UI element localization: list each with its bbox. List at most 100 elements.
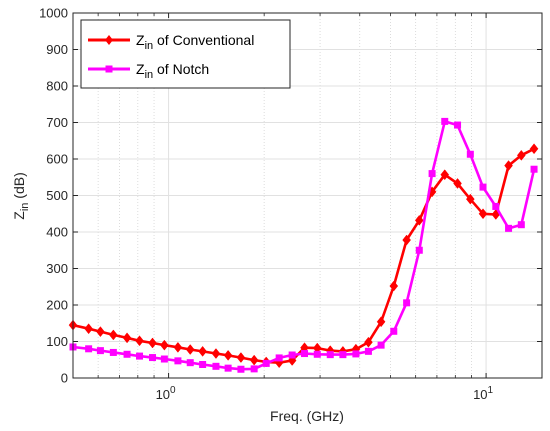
y-tick-label: 800 bbox=[46, 79, 68, 94]
data-point bbox=[414, 214, 424, 226]
legend-label-conventional-sub: in bbox=[145, 40, 154, 52]
data-point bbox=[224, 364, 232, 372]
data-point bbox=[364, 347, 372, 355]
data-point bbox=[135, 335, 144, 347]
data-point bbox=[377, 341, 385, 349]
data-point bbox=[390, 327, 398, 335]
x-tick-label: 100 bbox=[156, 385, 176, 402]
data-point bbox=[199, 360, 207, 368]
data-point bbox=[415, 246, 423, 254]
data-point bbox=[250, 365, 258, 373]
y-axis-label-unit: (dB) bbox=[11, 172, 27, 202]
data-point bbox=[505, 224, 513, 232]
data-point bbox=[492, 202, 500, 210]
data-point bbox=[530, 165, 538, 173]
data-point bbox=[148, 337, 157, 349]
data-point bbox=[339, 351, 347, 359]
y-tick-label: 700 bbox=[46, 115, 68, 130]
data-point bbox=[123, 350, 131, 358]
data-point bbox=[479, 183, 487, 191]
data-point bbox=[478, 208, 488, 220]
data-point bbox=[236, 352, 246, 363]
y-tick-label: 1000 bbox=[39, 6, 68, 21]
data-point bbox=[262, 359, 270, 367]
y-tick-label: 400 bbox=[46, 225, 68, 240]
data-point bbox=[466, 193, 475, 205]
data-point bbox=[466, 150, 474, 158]
data-point bbox=[96, 326, 105, 338]
data-point bbox=[160, 355, 168, 363]
y-tick-label: 300 bbox=[46, 261, 68, 276]
data-point bbox=[173, 341, 183, 353]
data-point bbox=[122, 332, 132, 344]
y-tick-label: 600 bbox=[46, 152, 68, 167]
data-point bbox=[211, 348, 221, 359]
legend-marker-notch bbox=[105, 65, 113, 73]
legend-box bbox=[80, 19, 291, 89]
major-grid bbox=[73, 13, 542, 378]
x-axis-label: Freq. (GHz) bbox=[270, 408, 344, 424]
data-point bbox=[441, 117, 449, 125]
data-point bbox=[389, 280, 399, 292]
data-point bbox=[136, 352, 144, 360]
data-point bbox=[237, 365, 245, 373]
y-tick-label: 500 bbox=[46, 188, 68, 203]
y-tick-label: 200 bbox=[46, 298, 68, 313]
legend: Zin of Conventional Zin of Notch bbox=[80, 19, 291, 89]
data-point bbox=[212, 362, 220, 370]
data-point bbox=[160, 339, 169, 351]
data-point bbox=[249, 354, 259, 366]
legend-marker-conventional bbox=[105, 35, 113, 45]
data-point bbox=[402, 234, 411, 246]
x-tick-label-base: 10 bbox=[156, 387, 170, 402]
data-point bbox=[96, 347, 104, 355]
y-axis-label-main: Z bbox=[11, 211, 27, 220]
x-tick-label-exponent: 1 bbox=[488, 385, 494, 396]
data-point bbox=[174, 357, 182, 365]
data-point bbox=[352, 350, 360, 358]
y-tick-label: 100 bbox=[46, 334, 68, 349]
legend-label-notch: Zin of Notch bbox=[136, 61, 209, 81]
x-tick-labels: 100 101 bbox=[156, 385, 494, 402]
data-point bbox=[301, 350, 309, 358]
data-point bbox=[223, 349, 233, 361]
y-tick-labels: 0 100 200 300 400 500 600 700 800 900 1000 bbox=[39, 6, 68, 386]
data-point bbox=[185, 344, 195, 355]
tick-layer bbox=[73, 12, 542, 379]
data-point bbox=[364, 336, 373, 348]
legend-label-conventional-rest: of Conventional bbox=[153, 32, 254, 48]
y-axis-label: Zin (dB) bbox=[11, 172, 31, 219]
series-1 bbox=[69, 117, 538, 373]
legend-label-notch-rest: of Notch bbox=[153, 61, 209, 77]
y-axis-label-sub: in bbox=[19, 203, 31, 212]
data-point bbox=[109, 329, 118, 341]
data-point bbox=[85, 345, 93, 353]
data-point bbox=[198, 345, 207, 357]
data-point bbox=[440, 169, 450, 181]
data-point bbox=[376, 316, 386, 328]
data-point bbox=[454, 121, 462, 129]
data-point bbox=[428, 170, 436, 178]
data-point bbox=[403, 299, 411, 307]
data-point bbox=[109, 348, 117, 356]
data-point bbox=[517, 221, 525, 229]
data-point bbox=[326, 351, 334, 359]
y-tick-label: 900 bbox=[46, 42, 68, 57]
data-point bbox=[84, 323, 93, 335]
legend-label-conventional-main: Z bbox=[136, 32, 145, 48]
data-point bbox=[516, 149, 526, 161]
data-point bbox=[186, 359, 194, 367]
data-point bbox=[288, 351, 296, 359]
series-layer bbox=[68, 117, 539, 373]
legend-label-notch-sub: in bbox=[145, 69, 154, 81]
data-point bbox=[529, 143, 539, 155]
data-point bbox=[504, 160, 513, 171]
x-tick-label-base: 10 bbox=[473, 387, 487, 402]
x-tick-label: 101 bbox=[473, 385, 493, 402]
legend-label-notch-main: Z bbox=[136, 61, 145, 77]
x-tick-label-exponent: 0 bbox=[170, 385, 176, 396]
data-point bbox=[453, 178, 462, 189]
data-point bbox=[313, 350, 321, 358]
legend-label-conventional: Zin of Conventional bbox=[136, 32, 254, 52]
